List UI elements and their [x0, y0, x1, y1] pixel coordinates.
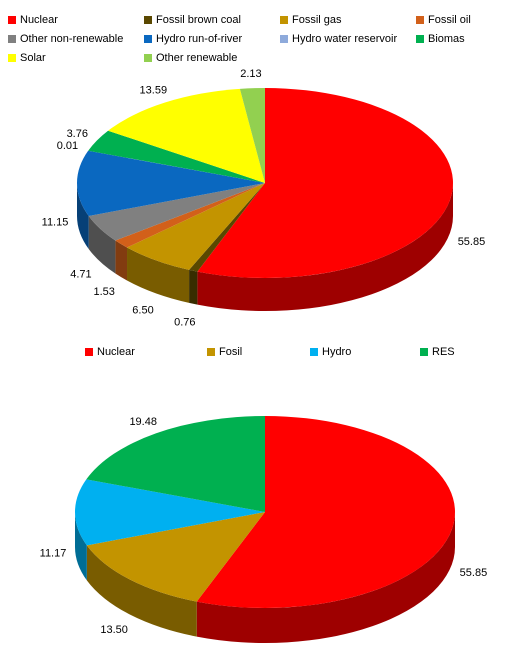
- pie-slice: [239, 88, 265, 183]
- pie-slice-side: [189, 269, 198, 305]
- legend-swatch: [8, 35, 16, 43]
- legend-swatch: [310, 348, 318, 356]
- pie: [75, 416, 456, 643]
- legend-label: Hydro: [322, 346, 351, 358]
- legend-swatch: [280, 35, 288, 43]
- pie-slice: [76, 150, 265, 216]
- pie-slice: [86, 416, 265, 512]
- data-label: 1.53: [93, 286, 114, 298]
- legend-label: Hydro run-of-river: [156, 33, 243, 45]
- legend-label: Fosil: [219, 346, 242, 358]
- data-label: 55.85: [458, 236, 486, 248]
- pie-slice-side: [88, 215, 116, 274]
- legend-swatch: [416, 35, 424, 43]
- pie-slice: [189, 183, 265, 272]
- pie-slice-side: [196, 512, 456, 643]
- pie-slice: [127, 183, 265, 270]
- pie-slice: [75, 479, 265, 546]
- pie-slice-side: [115, 240, 128, 281]
- data-label: 2.13: [240, 68, 261, 80]
- data-label: 0.01: [57, 140, 78, 152]
- legend-swatch: [280, 16, 288, 24]
- legend-swatch: [8, 54, 16, 62]
- legend-swatch: [144, 35, 152, 43]
- data-label: 0.76: [174, 317, 195, 329]
- pie-slice: [115, 183, 265, 248]
- data-label: 6.50: [132, 305, 153, 317]
- legend-label: Other renewable: [156, 52, 237, 64]
- legend-label: Nuclear: [20, 14, 58, 26]
- pie-slice: [88, 183, 265, 241]
- data-label: 4.71: [70, 268, 91, 280]
- legend-swatch: [416, 16, 424, 24]
- data-label: 11.17: [40, 547, 67, 559]
- legend-swatch: [420, 348, 428, 356]
- pie-slice-side: [197, 183, 453, 311]
- pie-slice-side: [86, 545, 197, 637]
- pie-slice: [86, 512, 265, 602]
- data-label: 13.59: [140, 85, 168, 97]
- pie-slice: [88, 150, 265, 183]
- pie-slice: [196, 416, 456, 608]
- legend-label: Other non-renewable: [20, 33, 123, 45]
- legend-label: Fossil oil: [428, 14, 471, 26]
- legend-swatch: [8, 16, 16, 24]
- legend-swatch: [144, 16, 152, 24]
- legend-label: Solar: [20, 52, 46, 64]
- legend-swatch: [144, 54, 152, 62]
- data-label: 11.15: [42, 216, 69, 228]
- data-label: 55.85: [460, 567, 488, 579]
- legend-label: Biomas: [428, 33, 465, 45]
- pie-slice-side: [127, 247, 190, 303]
- pie: [76, 88, 453, 311]
- legend-label: Fossil brown coal: [156, 14, 241, 26]
- legend-label: Hydro water reservoir: [292, 33, 397, 45]
- legend-label: Nuclear: [97, 346, 135, 358]
- data-label: 3.76: [67, 128, 88, 140]
- legend-label: RES: [432, 346, 455, 358]
- pie-slice: [197, 88, 453, 278]
- data-label: 13.50: [100, 624, 128, 636]
- pie-slice: [88, 130, 265, 183]
- legend-swatch: [85, 348, 93, 356]
- pie-slice-side: [77, 183, 89, 249]
- pie-slice: [108, 88, 265, 183]
- data-label: 19.48: [129, 416, 157, 428]
- pie-slice-side: [75, 512, 87, 581]
- legend-label: Fossil gas: [292, 14, 342, 26]
- legend-swatch: [207, 348, 215, 356]
